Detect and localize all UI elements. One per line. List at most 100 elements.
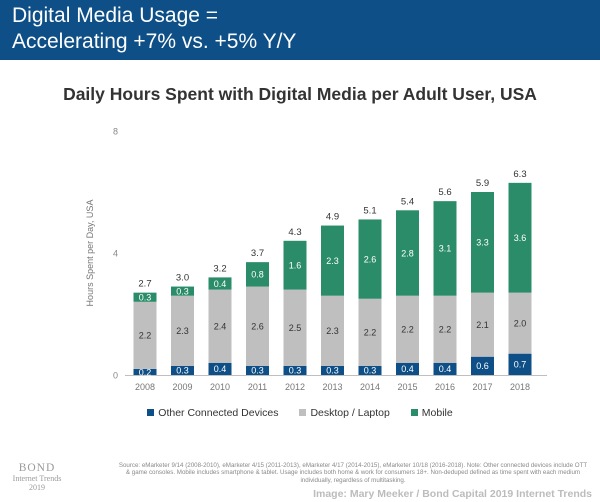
x-tick-label: 2009 bbox=[172, 382, 192, 392]
legend-item-other-devices: Other Connected Devices bbox=[147, 407, 279, 419]
value-label-other-devices: 0.3 bbox=[251, 366, 264, 376]
bar-segment-desktop-laptop bbox=[471, 292, 494, 357]
total-label: 4.3 bbox=[288, 227, 301, 238]
x-tick-label: 2014 bbox=[360, 382, 380, 392]
bar-segment-other-devices bbox=[396, 362, 419, 375]
bar-segment-desktop-laptop bbox=[133, 301, 157, 369]
legend-label-mobile: Mobile bbox=[421, 407, 453, 419]
legend-swatch-other-devices bbox=[147, 409, 155, 416]
chart-legend: Other Connected Devices Desktop / Laptop… bbox=[0, 407, 600, 419]
bar-segment-mobile bbox=[283, 240, 307, 290]
value-label-mobile: 3.6 bbox=[514, 233, 527, 243]
value-label-mobile: 0.3 bbox=[176, 286, 189, 296]
bar-segment-other-devices bbox=[321, 365, 344, 375]
value-label-desktop-laptop: 2.5 bbox=[289, 323, 302, 333]
value-label-desktop-laptop: 2.6 bbox=[251, 322, 264, 332]
y-tick-label: 4 bbox=[113, 249, 118, 259]
legend-swatch-desktop-laptop bbox=[299, 409, 307, 416]
brand-year: 2019 bbox=[29, 483, 45, 492]
bar-segment-mobile bbox=[171, 286, 194, 296]
x-tick-label: 2017 bbox=[472, 382, 492, 392]
y-tick-label: 8 bbox=[113, 127, 118, 137]
total-label: 3.7 bbox=[251, 248, 264, 259]
value-label-mobile: 0.3 bbox=[139, 293, 152, 303]
total-label: 5.1 bbox=[363, 205, 376, 216]
total-label: 6.3 bbox=[513, 169, 526, 180]
brand-name: BOND bbox=[18, 462, 56, 474]
bar-segment-mobile bbox=[208, 277, 232, 290]
total-label: 3.2 bbox=[213, 263, 226, 274]
bar-segment-desktop-laptop bbox=[321, 295, 344, 366]
y-tick-label: 0 bbox=[113, 371, 118, 381]
value-label-mobile: 2.8 bbox=[401, 248, 414, 258]
x-tick-label: 2011 bbox=[248, 382, 267, 392]
x-tick-label: 2013 bbox=[322, 382, 342, 392]
y-axis-title: Hours Spent per Day, USA bbox=[85, 200, 95, 307]
image-credit: Image: Mary Meeker / Bond Capital 2019 I… bbox=[313, 488, 592, 500]
bar-segment-mobile bbox=[133, 292, 157, 302]
value-label-other-devices: 0.4 bbox=[439, 364, 452, 374]
header-title-line2: Accelerating +7% vs. +5% Y/Y bbox=[12, 30, 297, 53]
value-label-desktop-laptop: 2.0 bbox=[514, 318, 527, 328]
value-label-mobile: 0.4 bbox=[214, 279, 227, 289]
bar-segment-other-devices bbox=[508, 353, 532, 375]
header-title-line1: Digital Media Usage = bbox=[12, 4, 219, 27]
bar-segment-mobile bbox=[321, 225, 344, 296]
bar-segment-mobile bbox=[396, 210, 419, 296]
legend-label-desktop-laptop: Desktop / Laptop bbox=[310, 407, 390, 419]
bar-segment-mobile bbox=[508, 182, 532, 293]
total-label: 5.6 bbox=[438, 187, 451, 198]
bar-segment-other-devices bbox=[283, 365, 307, 375]
value-label-mobile: 2.3 bbox=[326, 256, 339, 266]
bar-segment-desktop-laptop bbox=[396, 295, 419, 363]
value-label-other-devices: 0.4 bbox=[214, 364, 227, 374]
bond-logo: BOND Internet Trends 2019 bbox=[6, 462, 68, 492]
value-label-desktop-laptop: 2.1 bbox=[476, 320, 489, 330]
legend-swatch-mobile bbox=[410, 409, 418, 416]
bar-segment-mobile bbox=[471, 192, 494, 293]
value-label-desktop-laptop: 2.3 bbox=[176, 326, 189, 336]
bar-segment-mobile bbox=[358, 219, 382, 299]
value-label-other-devices: 0.6 bbox=[476, 361, 489, 371]
x-tick-label: 2018 bbox=[510, 382, 530, 392]
total-label: 4.9 bbox=[326, 212, 339, 223]
bar-segment-other-devices bbox=[471, 356, 494, 375]
value-label-desktop-laptop: 2.2 bbox=[401, 325, 414, 335]
bar-segment-other-devices bbox=[171, 365, 194, 375]
bar-segment-desktop-laptop bbox=[171, 295, 194, 366]
chart-title: Daily Hours Spent with Digital Media per… bbox=[63, 84, 537, 104]
bar-segment-other-devices bbox=[208, 362, 232, 375]
value-label-other-devices: 0.4 bbox=[401, 364, 414, 374]
value-label-mobile: 3.1 bbox=[439, 244, 452, 254]
x-tick-label: 2016 bbox=[435, 382, 455, 392]
value-label-other-devices: 0.3 bbox=[364, 366, 377, 376]
value-label-other-devices: 0.2 bbox=[139, 367, 152, 377]
total-label: 5.9 bbox=[476, 178, 489, 189]
value-label-other-devices: 0.7 bbox=[514, 360, 527, 370]
x-tick-label: 2015 bbox=[397, 382, 417, 392]
legend-item-mobile: Mobile bbox=[410, 407, 453, 419]
brand-subtitle: Internet Trends bbox=[12, 474, 62, 483]
bar-segment-desktop-laptop bbox=[433, 295, 457, 363]
value-label-mobile: 1.6 bbox=[289, 261, 302, 271]
bar-segment-other-devices bbox=[433, 362, 457, 375]
value-label-mobile: 2.6 bbox=[364, 254, 377, 264]
legend-label-other-devices: Other Connected Devices bbox=[158, 407, 279, 419]
x-tick-label: 2010 bbox=[210, 382, 230, 392]
source-note: Source: eMarketer 9/14 (2008-2010), eMar… bbox=[118, 462, 588, 484]
bar-segment-desktop-laptop bbox=[246, 286, 269, 366]
total-label: 3.0 bbox=[176, 273, 189, 284]
value-label-other-devices: 0.3 bbox=[176, 366, 189, 376]
legend-item-desktop-laptop: Desktop / Laptop bbox=[299, 407, 390, 419]
header-banner: Digital Media Usage = Accelerating +7% v… bbox=[0, 0, 600, 60]
bar-segment-desktop-laptop bbox=[358, 298, 382, 366]
value-label-mobile: 0.8 bbox=[251, 270, 264, 280]
bar-segment-desktop-laptop bbox=[283, 289, 307, 366]
x-tick-label: 2012 bbox=[285, 382, 305, 392]
total-label: 2.7 bbox=[138, 279, 151, 290]
bar-segment-other-devices bbox=[133, 368, 157, 375]
bar-segment-other-devices bbox=[358, 365, 382, 375]
total-label: 5.4 bbox=[401, 196, 414, 207]
bar-segment-desktop-laptop bbox=[508, 292, 532, 354]
value-label-desktop-laptop: 2.2 bbox=[439, 325, 452, 335]
